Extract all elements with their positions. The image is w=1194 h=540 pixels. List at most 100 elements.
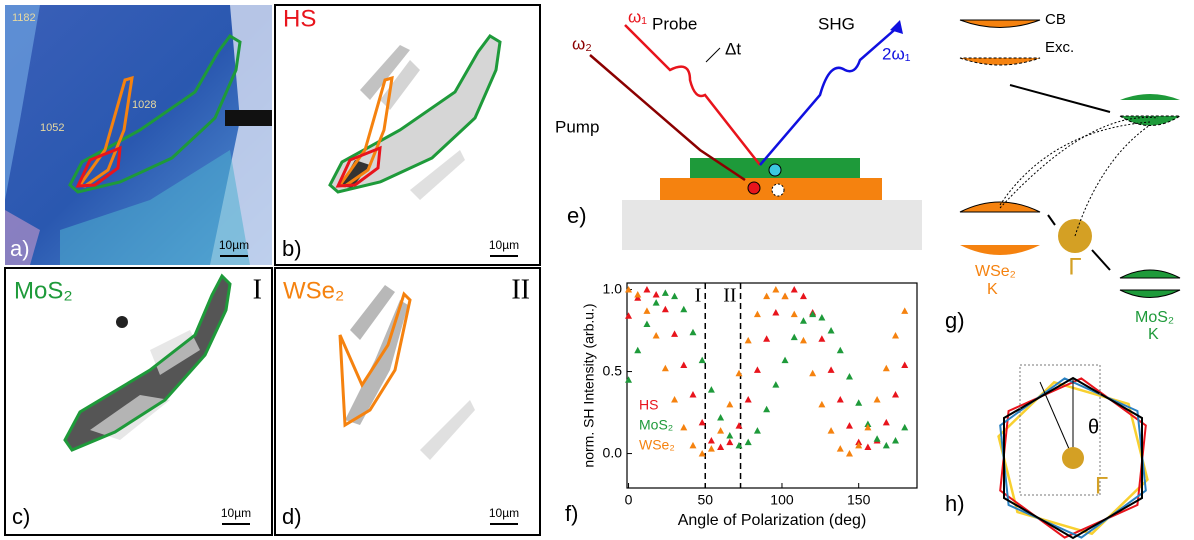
- scale-label: 10µm: [221, 506, 251, 520]
- shg-beam: [759, 24, 901, 166]
- layer-wse2: [660, 178, 882, 200]
- y-axis-label: norm. SH Intensity (arb.u.): [581, 303, 597, 467]
- panel-a: 1182 1052 1028 a) 10µm: [5, 5, 272, 265]
- data-point: [680, 305, 688, 313]
- valley-label: WSe₂: [975, 263, 1016, 280]
- data-point: [845, 450, 853, 457]
- data-point: [753, 366, 761, 373]
- delay-label: Δt: [725, 39, 741, 58]
- data-point: [855, 438, 863, 446]
- flake-image: [420, 400, 475, 460]
- data-point: [625, 312, 633, 319]
- scale-label: 10µm: [489, 506, 519, 520]
- outline-wse2: [77, 75, 134, 188]
- data-point: [643, 286, 651, 293]
- data-point: [827, 427, 835, 434]
- gamma-label: Γ: [1095, 472, 1108, 499]
- data-point: [661, 289, 669, 296]
- data-point: [652, 290, 660, 298]
- pump-beam: [589, 54, 746, 182]
- data-point: [799, 336, 807, 344]
- angle-label: θ: [1088, 416, 1099, 438]
- hexagon: [999, 377, 1147, 539]
- link: [999, 116, 1159, 237]
- delay-bar: [705, 47, 721, 63]
- band: [959, 201, 1041, 213]
- data-point: [698, 450, 706, 457]
- gamma-point: [1062, 447, 1084, 469]
- data-point: [661, 305, 669, 313]
- region: [60, 150, 250, 265]
- data-point: [836, 395, 844, 403]
- arrow-head: [890, 20, 903, 34]
- data-point: [726, 400, 734, 408]
- data-point: [634, 290, 642, 298]
- data-point: [790, 310, 798, 318]
- marker-label: 1028: [132, 99, 156, 111]
- data-point: [753, 427, 761, 434]
- x-tick-label: 0: [625, 492, 633, 508]
- probe-beam: [624, 24, 761, 166]
- band: [1120, 94, 1180, 100]
- data-point: [717, 443, 725, 450]
- data-point: [661, 364, 669, 372]
- region: [5, 210, 40, 265]
- data-point: [799, 317, 807, 324]
- x-tick-label: 150: [847, 492, 871, 508]
- data-point: [892, 391, 900, 398]
- arrow: [1091, 249, 1111, 271]
- data-point: [873, 395, 881, 403]
- data-point: [818, 313, 826, 321]
- band: [1119, 269, 1181, 298]
- beam-label: 2ω₁: [882, 44, 911, 63]
- data-point: [901, 423, 909, 431]
- panel-e: ω₁ Probe ω₂ Δt SHG 2ω₁ Pump e): [555, 7, 922, 250]
- data-point: [625, 376, 633, 383]
- flake-image: [345, 285, 408, 425]
- arrow: [1009, 84, 1111, 113]
- region-numeral: II: [511, 274, 530, 305]
- axis-line: [1039, 381, 1074, 459]
- data-point: [744, 438, 752, 446]
- valley-label: Γ: [1068, 253, 1081, 280]
- panel-label: d): [282, 504, 302, 529]
- data-point: [772, 309, 780, 316]
- data-point: [790, 333, 798, 341]
- panel-g: CB Exc. WSe₂ K Γ MoS₂ K g): [945, 11, 1182, 343]
- data-point: [634, 346, 642, 354]
- data-point: [735, 369, 743, 377]
- data-point: [744, 336, 752, 344]
- data-point: [836, 346, 844, 354]
- panel-label: f): [565, 501, 578, 526]
- data-point: [818, 335, 826, 342]
- panel-label: h): [945, 491, 965, 516]
- beam-label: ω₂: [572, 34, 592, 53]
- y-tick-label: 0.0: [603, 444, 623, 460]
- legend-label: MoS₂: [639, 416, 673, 432]
- x-axis-label: Angle of Polarization (deg): [678, 512, 867, 529]
- data-point: [671, 292, 679, 300]
- data-point: [744, 395, 752, 403]
- hexagon: [997, 380, 1149, 536]
- hexagon: [1003, 376, 1143, 540]
- data-point: [707, 445, 715, 452]
- data-point: [901, 361, 909, 368]
- region-label: I: [695, 285, 702, 307]
- vacancy: [771, 183, 785, 197]
- scale-label: 10µm: [489, 238, 519, 252]
- data-point: [689, 328, 697, 336]
- data-point: [809, 369, 817, 377]
- data-point: [781, 356, 789, 364]
- marker-label: 1052: [40, 122, 64, 134]
- data-point: [781, 292, 789, 300]
- panel-h: θ Γ h): [945, 364, 1149, 540]
- data-point: [892, 331, 900, 339]
- panel-label: c): [12, 504, 30, 529]
- data-point: [680, 361, 688, 368]
- valley-label: MoS₂: [1135, 309, 1174, 326]
- data-point: [643, 307, 651, 314]
- flake-image: [328, 34, 502, 200]
- panel-d: WSe₂ II d) 10µm: [274, 267, 541, 536]
- data-point: [799, 292, 807, 300]
